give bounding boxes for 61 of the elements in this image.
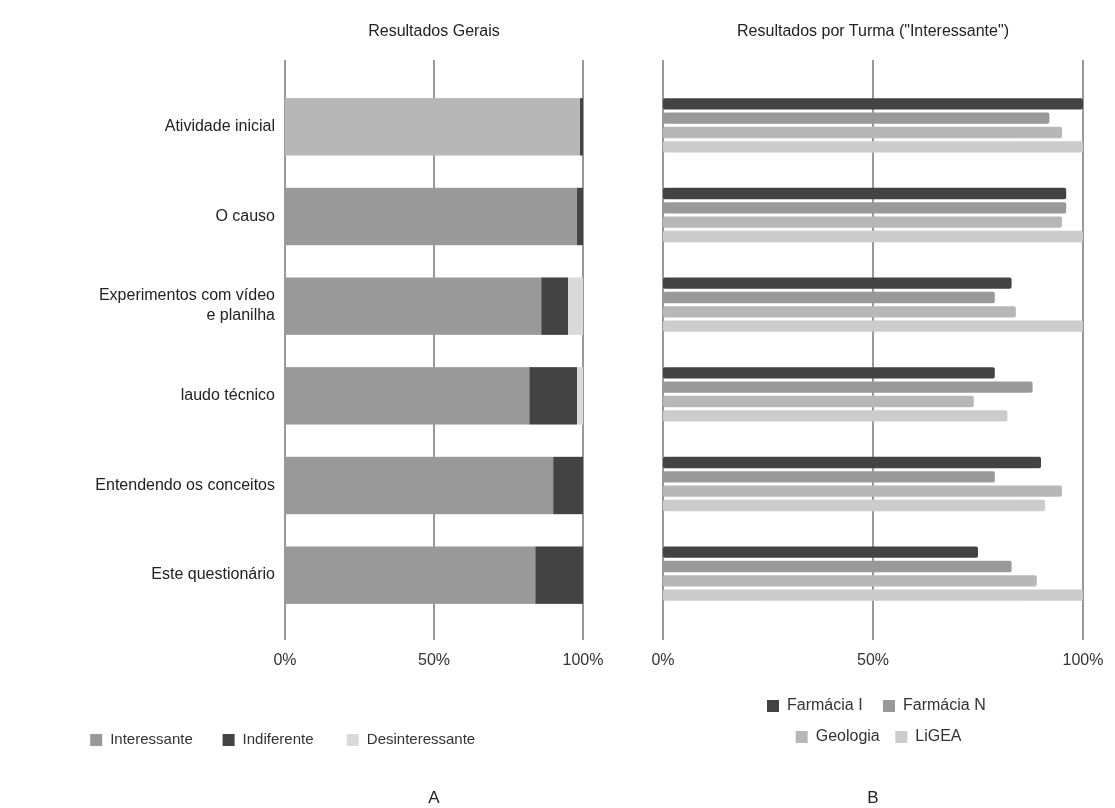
bar [529,367,578,425]
bar [663,98,1083,110]
bar [663,575,1037,587]
bar [663,306,1016,318]
bar [577,187,583,246]
bar [663,277,1012,289]
bar [663,216,1062,228]
bar [580,98,583,156]
bar [285,98,581,156]
bar [663,230,1083,243]
y-tick-label: O causo [215,206,276,224]
bar [553,456,583,515]
legend-label: Farmácia I [787,696,863,714]
bar [285,277,542,335]
legend-label: LiGEA [915,727,962,745]
bar [663,471,995,483]
bar [663,589,1083,601]
x-tick-label: 50% [856,651,890,668]
bar [663,187,1067,200]
bar [663,126,1062,139]
bar [663,141,1083,153]
text: B [867,788,879,807]
chart-title: Resultados Gerais [368,22,500,39]
legend-label: Farmácia N [903,696,986,714]
bar [663,112,1050,124]
x-tick-label: 100% [1062,651,1104,668]
bar [663,367,995,379]
legend-label: Interessante [110,729,193,747]
x-tick-label: 100% [562,651,604,668]
legend-label: Indiferente [242,729,314,747]
y-tick-label: Atividade inicial [164,117,275,135]
legend-label: Desinteressante [366,729,476,747]
chart-title: Resultados por Turma ("Interessante") [737,22,1009,39]
bar [285,187,578,246]
bar [663,456,1041,469]
bar [663,485,1062,497]
bar [541,277,569,335]
bar [663,560,1012,573]
y-tick-label: Entendendo os conceitos [95,475,275,493]
y-tick-label: laudo técnico [180,386,276,404]
bar [285,367,530,425]
y-tick-label: Experimentos com vídeo e planilha [98,286,276,324]
x-tick-label: 0% [651,651,675,668]
x-tick-label: 0% [273,651,297,668]
bar [663,410,1008,422]
bar [663,499,1046,512]
legend-label: Geologia [815,727,880,745]
bar [577,367,583,425]
text: A [428,788,441,807]
y-tick-label: Este questionário [151,565,276,583]
bar [663,202,1067,214]
bar [663,320,1083,332]
bar [285,546,536,604]
bar [663,546,978,558]
bar [663,291,995,304]
bar [535,546,583,604]
bar [663,381,1033,393]
x-tick-label: 50% [417,651,451,668]
bar [568,277,583,335]
bar [663,395,974,408]
bar [285,456,554,515]
